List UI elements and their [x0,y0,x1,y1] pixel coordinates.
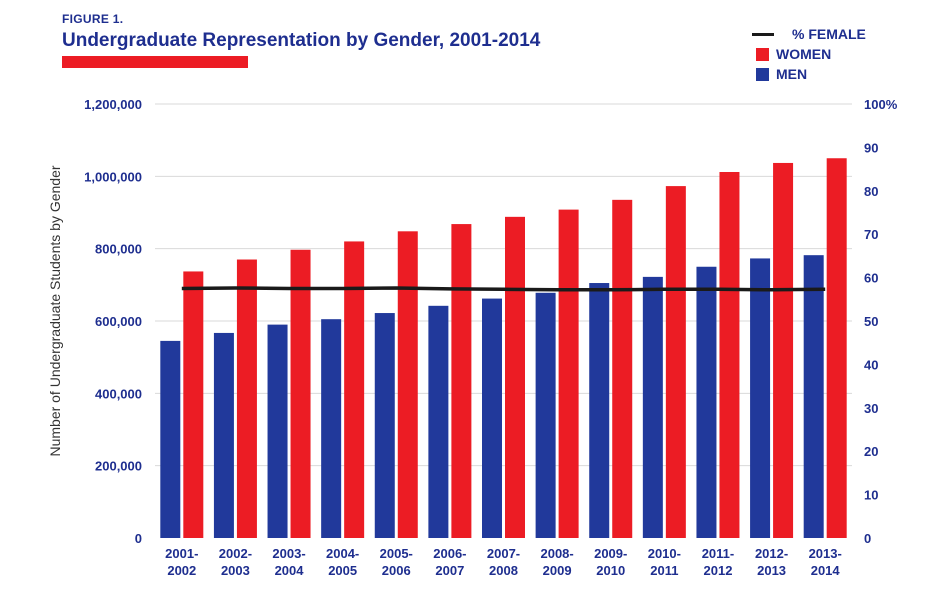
bar-men [642,276,663,538]
y2-tick-label: 100% [864,97,898,112]
bar-women [665,186,686,538]
y2-tick-label: 40 [864,357,878,372]
x-tick-label: 2012- [755,546,788,561]
x-tick-label: 2004 [275,563,305,578]
female-pct-line [181,286,826,292]
bar-men [213,332,234,538]
bar-men [750,258,771,538]
bar-women [344,241,365,538]
x-tick-label: 2008- [540,546,573,561]
y-axis-title: Number of Undergraduate Students by Gend… [47,165,63,456]
y-tick-label: 200,000 [95,459,142,474]
legend-label-women: WOMEN [776,46,832,62]
x-tick-label: 2009 [543,563,572,578]
y-tick-label: 1,200,000 [84,97,142,112]
x-tick-label: 2007- [487,546,520,561]
x-tick-label: 2013- [809,546,842,561]
x-tick-label: 2010 [596,563,625,578]
y2-tick-label: 30 [864,401,878,416]
bar-men [589,283,610,538]
x-tick-label: 2012 [704,563,733,578]
y2-tick-label: 80 [864,184,878,199]
bar-men [482,298,502,538]
bar-men [428,305,449,538]
title-accent-bar [62,56,248,68]
x-tick-label: 2014 [811,563,841,578]
x-tick-label: 2013 [757,563,786,578]
x-tick-label: 2006 [382,563,411,578]
x-tick-label: 2009- [594,546,627,561]
x-tick-label: 2004- [326,546,359,561]
x-tick-label: 2010- [648,546,681,561]
x-tick-label: 2003 [221,563,250,578]
y2-tick-label: 70 [864,227,878,242]
bar-men [535,292,556,538]
x-tick-label: 2001- [165,546,198,561]
x-tick-label: 2011- [702,546,735,561]
y2-tick-label: 90 [864,140,878,155]
bar-women [183,271,204,538]
bar-women [236,259,257,538]
x-tick-label: 2008 [489,563,518,578]
y2-tick-label: 0 [864,531,871,546]
bar-women [826,158,847,538]
bar-men [321,319,342,538]
y2-tick-label: 10 [864,488,878,503]
x-tick-label: 2011 [650,563,678,578]
bar-women [505,216,525,538]
chart-title: Undergraduate Representation by Gender, … [62,30,541,51]
x-tick-label: 2006- [433,546,466,561]
bar-women [290,249,311,539]
bar-women [558,209,579,538]
legend-label-men: MEN [776,66,808,82]
bar-women [719,171,740,538]
bar-women [397,231,418,538]
legend-swatch-women [756,48,769,61]
y2-tick-label: 60 [864,271,878,286]
y2-tick-label: 50 [864,314,878,329]
legend-label-female-pct: % FEMALE [792,26,866,42]
x-tick-label: 2005- [380,546,413,561]
y2-tick-label: 20 [864,444,878,459]
y-tick-label: 600,000 [95,314,142,329]
y-tick-label: 400,000 [95,386,142,401]
bar-men [803,255,824,538]
figure-label: FIGURE 1. [62,12,124,26]
x-tick-label: 2003- [272,546,305,561]
legend-swatch-men [756,68,769,81]
bar-men [267,324,288,538]
y-tick-label: 800,000 [95,242,142,257]
bar-women [451,224,472,538]
legend-line-swatch [752,33,774,36]
bar-men [374,313,395,538]
y-tick-label: 0 [135,531,142,546]
bar-men [160,340,181,538]
bar-women [612,199,633,538]
x-tick-label: 2002- [219,546,252,561]
y-tick-label: 1,000,000 [84,169,142,184]
x-tick-label: 2002 [167,563,196,578]
x-tick-label: 2005 [328,563,357,578]
bar-women [773,162,794,538]
bar-men [696,266,717,538]
x-tick-label: 2007 [435,563,464,578]
